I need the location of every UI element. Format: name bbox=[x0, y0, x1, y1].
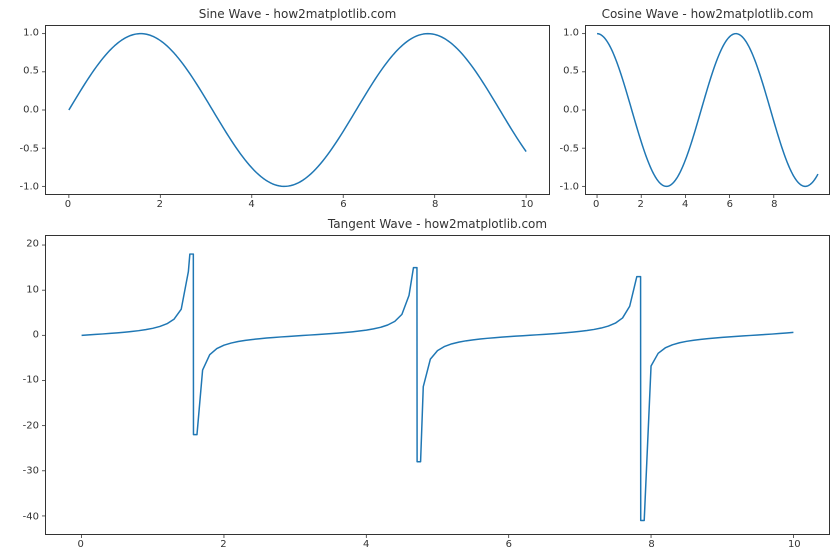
sine-xtick-label: 10 bbox=[521, 199, 534, 210]
sine-xtick-label: 0 bbox=[65, 199, 71, 210]
tangent-xtick-label: 10 bbox=[788, 539, 801, 550]
tangent-xtick-label: 6 bbox=[506, 539, 512, 550]
sine-xtick-label: 2 bbox=[157, 199, 163, 210]
sine-axis-ticks: 0246810-1.0-0.50.00.51.0 bbox=[45, 25, 550, 195]
tangent-ytick-label: -10 bbox=[0, 375, 39, 386]
tangent-axis-ticks: 0246810-40-30-20-1001020 bbox=[45, 235, 830, 535]
tangent-xtick-label: 2 bbox=[220, 539, 226, 550]
cosine-ytick-label: 0.5 bbox=[539, 66, 579, 77]
cosine-axis-ticks: 02468-1.0-0.50.00.51.0 bbox=[585, 25, 830, 195]
sine-xtick-label: 4 bbox=[248, 199, 254, 210]
tangent-ytick-label: 10 bbox=[0, 284, 39, 295]
cosine-xtick-label: 6 bbox=[727, 199, 733, 210]
tangent-xtick-label: 8 bbox=[648, 539, 654, 550]
sine-ytick-label: 1.0 bbox=[0, 27, 39, 38]
tangent-chart: Tangent Wave - how2matplotlib.com 024681… bbox=[45, 235, 830, 535]
cosine-chart-title: Cosine Wave - how2matplotlib.com bbox=[585, 7, 830, 21]
tangent-chart-title: Tangent Wave - how2matplotlib.com bbox=[45, 217, 830, 231]
tangent-ytick-label: -20 bbox=[0, 420, 39, 431]
sine-xtick-label: 6 bbox=[340, 199, 346, 210]
cosine-xtick-label: 4 bbox=[682, 199, 688, 210]
cosine-xtick-label: 8 bbox=[771, 199, 777, 210]
cosine-xtick-label: 0 bbox=[593, 199, 599, 210]
sine-xtick-label: 8 bbox=[432, 199, 438, 210]
sine-ytick-label: -1.0 bbox=[0, 182, 39, 193]
cosine-ytick-label: -1.0 bbox=[539, 182, 579, 193]
tangent-xtick-label: 4 bbox=[363, 539, 369, 550]
sine-ytick-label: -0.5 bbox=[0, 143, 39, 154]
cosine-chart: Cosine Wave - how2matplotlib.com 02468-1… bbox=[585, 25, 830, 195]
tangent-ytick-label: -40 bbox=[0, 511, 39, 522]
sine-ytick-label: 0.0 bbox=[0, 105, 39, 116]
sine-chart: Sine Wave - how2matplotlib.com 0246810-1… bbox=[45, 25, 550, 195]
tangent-ytick-label: 20 bbox=[0, 239, 39, 250]
cosine-ytick-label: 0.0 bbox=[539, 105, 579, 116]
tangent-ytick-label: 0 bbox=[0, 330, 39, 341]
sine-chart-title: Sine Wave - how2matplotlib.com bbox=[45, 7, 550, 21]
tangent-ytick-label: -30 bbox=[0, 466, 39, 477]
cosine-ytick-label: 1.0 bbox=[539, 27, 579, 38]
cosine-xtick-label: 2 bbox=[637, 199, 643, 210]
figure: Sine Wave - how2matplotlib.com 0246810-1… bbox=[0, 0, 840, 560]
tangent-xtick-label: 0 bbox=[77, 539, 83, 550]
sine-ytick-label: 0.5 bbox=[0, 66, 39, 77]
cosine-ytick-label: -0.5 bbox=[539, 143, 579, 154]
